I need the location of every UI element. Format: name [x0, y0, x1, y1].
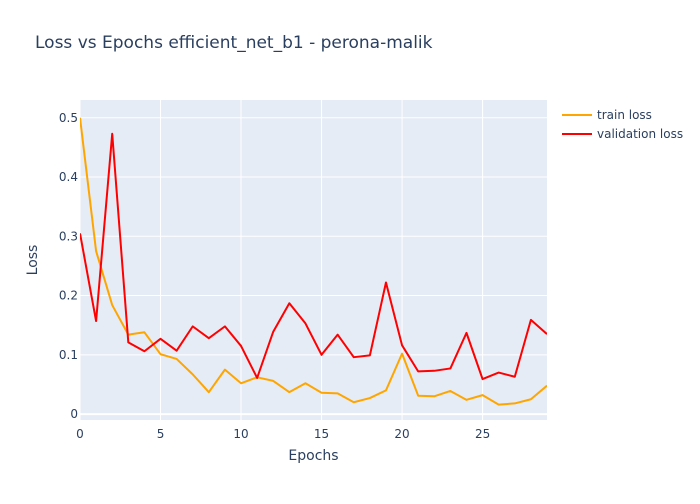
legend-label: train loss — [597, 108, 652, 122]
legend-label: validation loss — [597, 127, 683, 141]
x-tick-label: 5 — [157, 427, 165, 441]
y-tick-label: 0.2 — [59, 289, 78, 303]
x-axis-title: Epochs — [288, 448, 338, 464]
y-tick-label: 0 — [70, 407, 78, 421]
plot-area — [80, 100, 547, 420]
x-tick-label: 0 — [76, 427, 84, 441]
y-axis-title: Loss — [25, 245, 41, 276]
y-tick-label: 0.3 — [59, 229, 78, 243]
chart-title: Loss vs Epochs efficient_net_b1 - perona… — [35, 33, 433, 53]
x-tick-label: 15 — [314, 427, 329, 441]
legend: train loss validation loss — [562, 108, 683, 141]
y-tick-label: 0.4 — [59, 170, 78, 184]
x-tick-label: 20 — [394, 427, 409, 441]
series-line-train-loss — [80, 117, 547, 406]
series-line-validation-loss — [80, 132, 547, 381]
x-tick-label: 25 — [475, 427, 490, 441]
x-tick-label: 10 — [233, 427, 248, 441]
y-tick-label: 0.1 — [59, 348, 78, 362]
y-tick-label: 0.5 — [59, 111, 78, 125]
